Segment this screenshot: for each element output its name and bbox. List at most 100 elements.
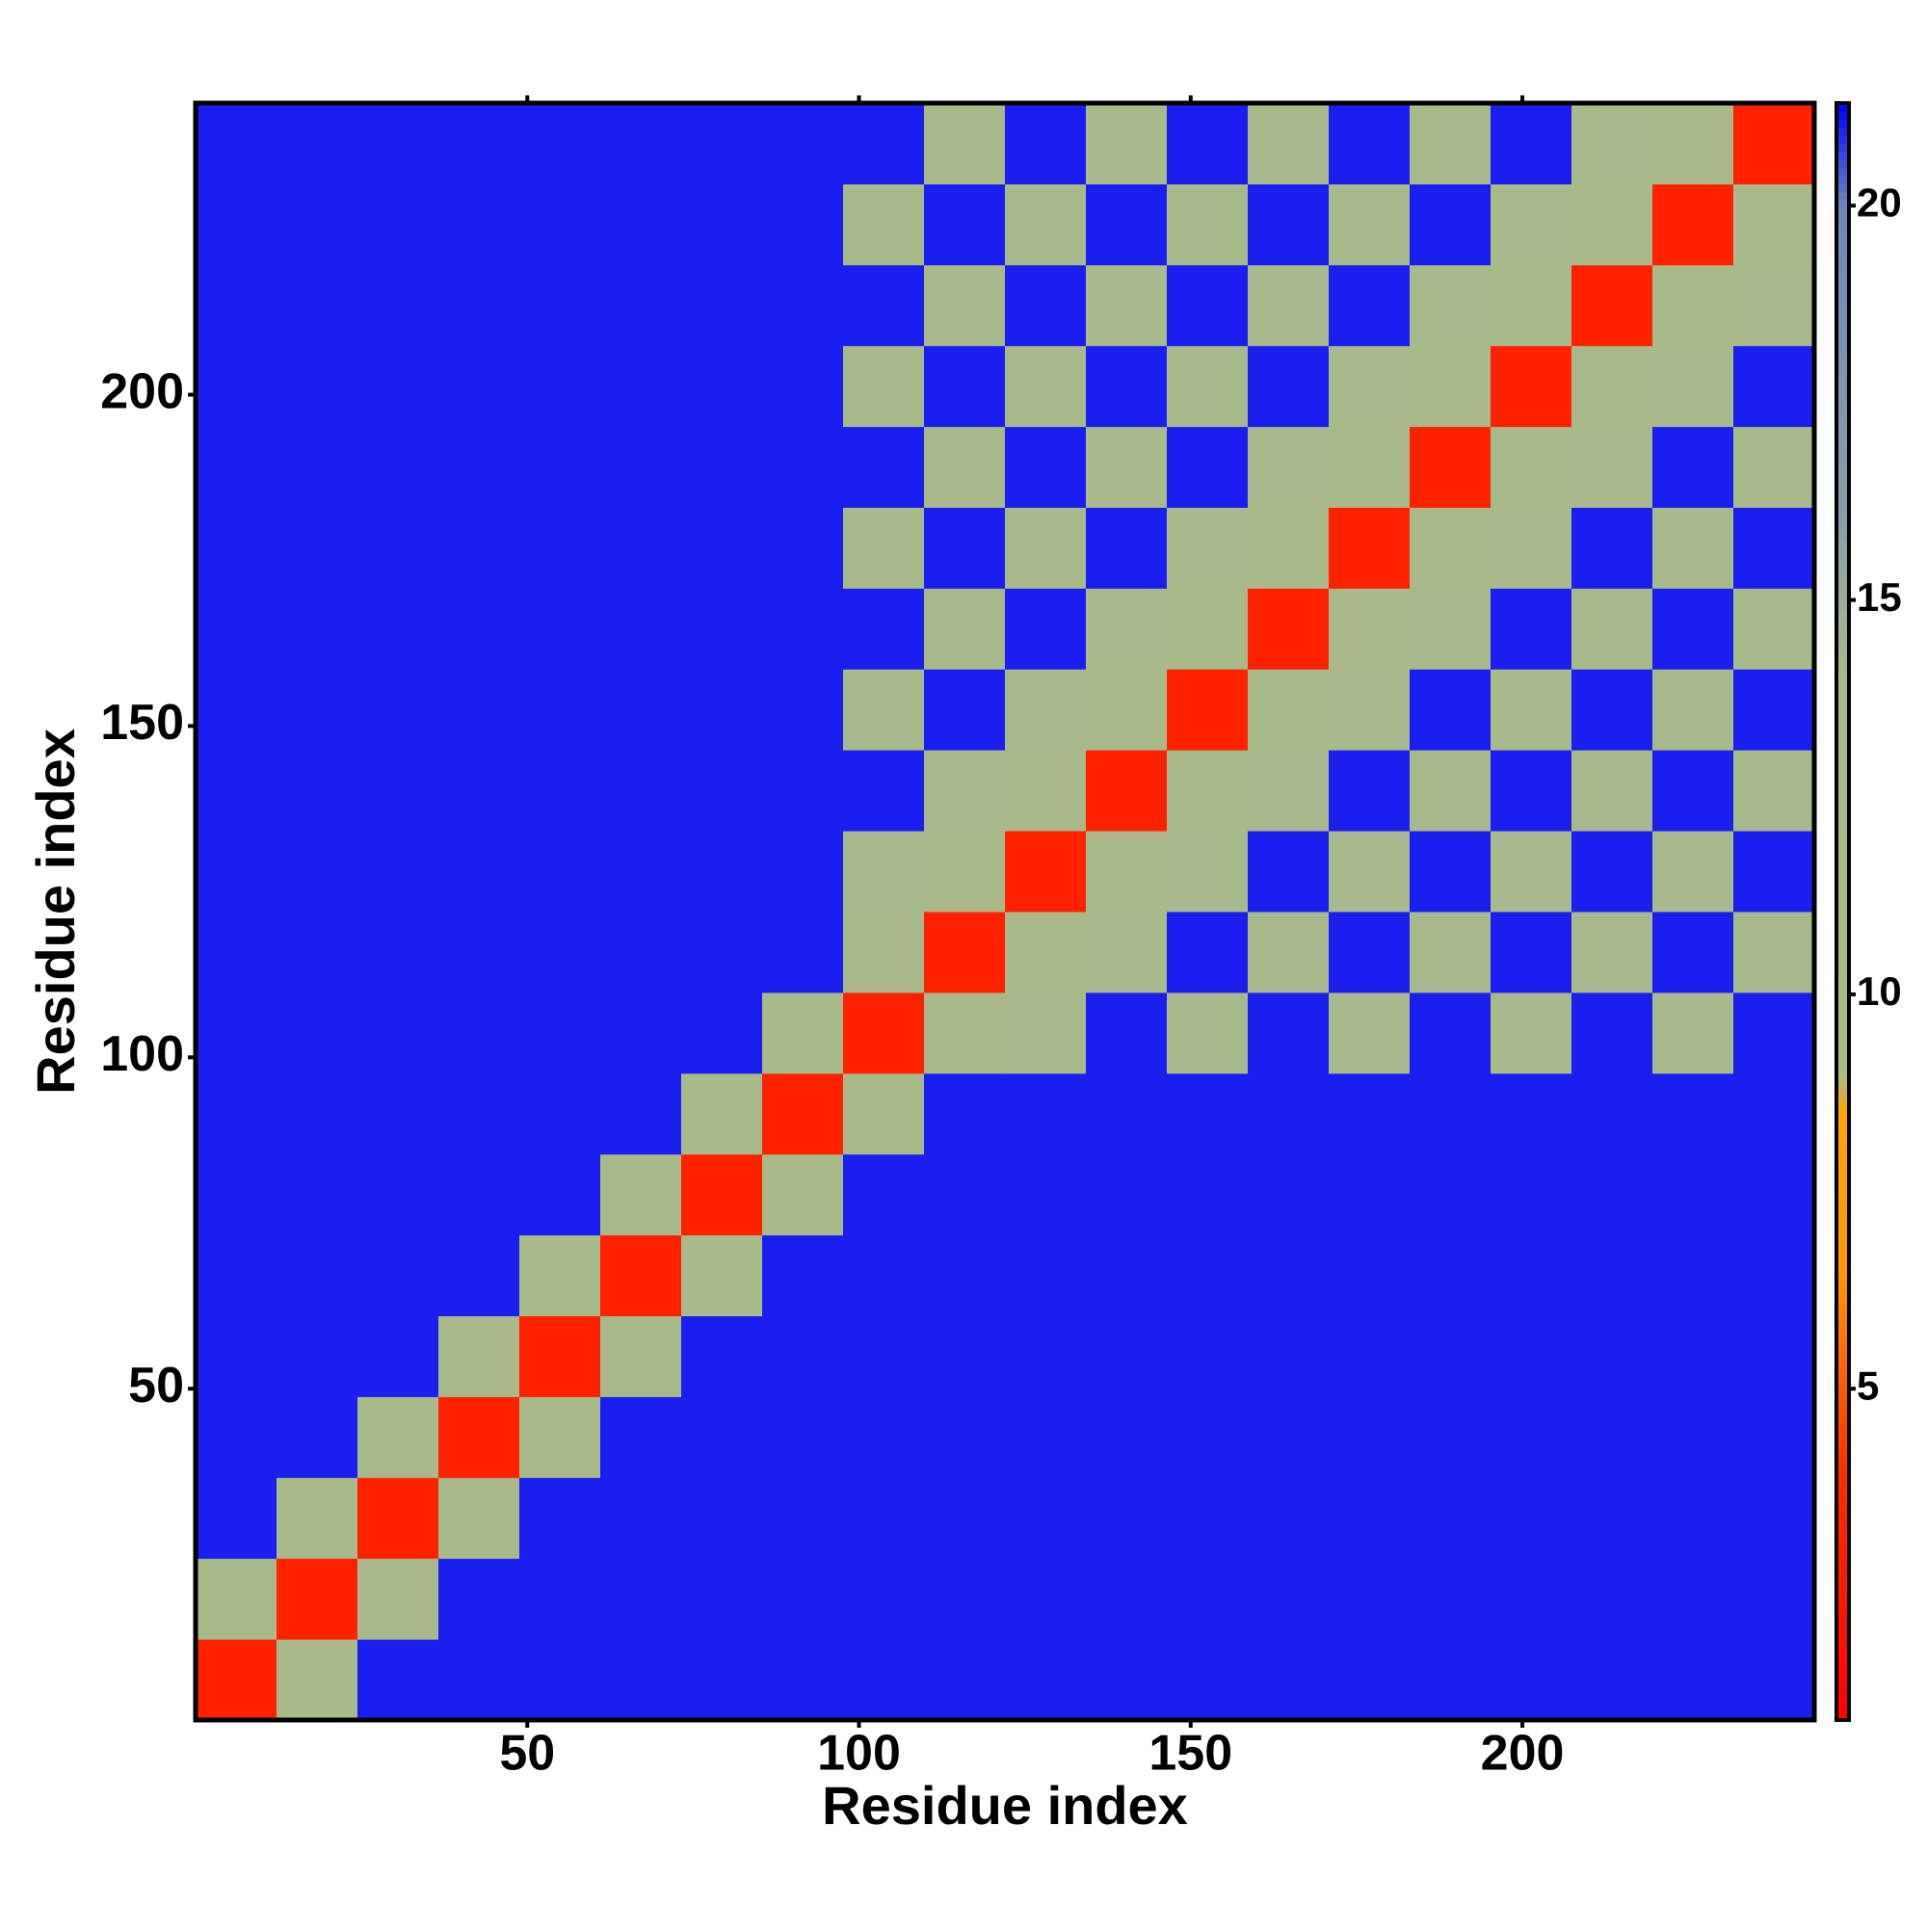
heatmap-cell (519, 1315, 601, 1397)
heatmap-cell (357, 1315, 439, 1397)
heatmap-cell (600, 1477, 682, 1559)
colorbar-segment (1836, 1178, 1849, 1187)
heatmap-cell (1652, 831, 1734, 913)
heatmap-cell (1571, 1234, 1653, 1316)
colorbar-segment (1836, 288, 1849, 298)
heatmap-cell (1086, 1477, 1168, 1559)
heatmap-cell (357, 1072, 439, 1155)
heatmap-cell (843, 1558, 925, 1640)
heatmap-cell (438, 264, 520, 347)
heatmap-cell (1491, 345, 1572, 428)
heatmap-cell (681, 103, 763, 185)
heatmap-cell (277, 264, 358, 347)
colorbar-segment (1836, 378, 1849, 387)
colorbar-segment (1836, 555, 1849, 565)
heatmap-cell (762, 1153, 844, 1236)
colorbar-segment (1836, 1566, 1849, 1575)
heatmap-cell (843, 992, 925, 1074)
colorbar-segment (1836, 1630, 1849, 1640)
heatmap-cell (1410, 1072, 1491, 1155)
colorbar-segment (1836, 531, 1849, 541)
heatmap-cell (1410, 1477, 1491, 1559)
heatmap-cell (600, 507, 682, 589)
heatmap-cell (1410, 1153, 1491, 1236)
heatmap-cell (1086, 103, 1168, 185)
heatmap-cell (1248, 912, 1330, 993)
heatmap-cell (277, 1315, 358, 1397)
heatmap-cell (1167, 507, 1249, 589)
heatmap-cell (1652, 669, 1734, 751)
heatmap-cell (1491, 1072, 1572, 1155)
heatmap-cell (681, 1639, 763, 1721)
colorbar-segment (1836, 960, 1849, 969)
heatmap-cell (1248, 1072, 1330, 1155)
colorbar-frame (1835, 101, 1851, 1722)
colorbar-segment (1836, 1380, 1849, 1389)
colorbar-segment (1836, 192, 1849, 201)
heatmap-cell (1652, 750, 1734, 832)
heatmap-cell (843, 1639, 925, 1721)
colorbar-segment (1836, 855, 1849, 864)
heatmap-cell (357, 103, 439, 185)
colorbar-segment (1836, 199, 1849, 209)
heatmap-cell (357, 1477, 439, 1559)
colorbar-segment (1836, 984, 1849, 993)
heatmap-cell (1652, 426, 1734, 508)
heatmap-cell (1167, 831, 1249, 913)
heatmap-cell (1410, 1315, 1491, 1397)
heatmap-cell (438, 750, 520, 832)
y-axis-title: Residue index (25, 728, 86, 1095)
heatmap-cell (1733, 1558, 1815, 1640)
colorbar-segment (1836, 1308, 1849, 1316)
heatmap-cell (1410, 1234, 1491, 1316)
heatmap-cell (1086, 1234, 1168, 1316)
heatmap-cell (1167, 750, 1249, 832)
heatmap-cell (1248, 831, 1330, 913)
heatmap-cell (1086, 669, 1168, 751)
heatmap-cell (924, 1396, 1006, 1478)
heatmap-cell (681, 1396, 763, 1478)
colorbar-segment (1836, 168, 1849, 177)
heatmap-cell (1005, 1315, 1087, 1397)
heatmap-cell (1086, 1315, 1168, 1397)
colorbar-segment (1836, 1558, 1849, 1568)
heatmap-cell (843, 831, 925, 913)
colorbar-segment (1836, 992, 1849, 1001)
colorbar-segment (1836, 781, 1849, 791)
colorbar-segment (1836, 1000, 1849, 1010)
heatmap-cell (1005, 183, 1087, 266)
colorbar-segment (1836, 709, 1849, 719)
colorbar-segment (1836, 919, 1849, 929)
colorbar-segment (1836, 1428, 1849, 1438)
colorbar-tick-label: 10 (1857, 968, 1902, 1014)
colorbar-segment (1836, 1494, 1849, 1502)
colorbar-segment (1836, 1663, 1849, 1673)
heatmap-cell (1733, 1477, 1815, 1559)
colorbar-segment (1836, 418, 1849, 428)
heatmap-cell (681, 912, 763, 993)
heatmap-cell (1652, 912, 1734, 993)
colorbar-segment (1836, 1420, 1849, 1430)
heatmap-cell (1410, 507, 1491, 589)
heatmap-cell (1491, 750, 1572, 832)
colorbar-segment (1836, 459, 1849, 468)
colorbar-segment (1836, 750, 1849, 759)
colorbar-segment (1836, 936, 1849, 945)
heatmap-cell (1652, 588, 1734, 670)
colorbar-segment (1836, 1024, 1849, 1034)
heatmap-cell (519, 1396, 601, 1478)
heatmap-cell (600, 669, 682, 751)
heatmap-cell (762, 345, 844, 428)
x-tick-label: 100 (817, 1726, 901, 1782)
colorbar-segment (1836, 1275, 1849, 1284)
heatmap-cell (1652, 1153, 1734, 1236)
colorbar-segment (1836, 645, 1849, 654)
colorbar-segment (1836, 1687, 1849, 1697)
colorbar-segment (1836, 1315, 1849, 1325)
colorbar-segment (1836, 951, 1849, 961)
heatmap-cell (1571, 103, 1653, 185)
heatmap-cell (519, 912, 601, 993)
colorbar-segment (1836, 620, 1849, 629)
heatmap-cell (762, 750, 844, 832)
heatmap-cell (924, 507, 1006, 589)
